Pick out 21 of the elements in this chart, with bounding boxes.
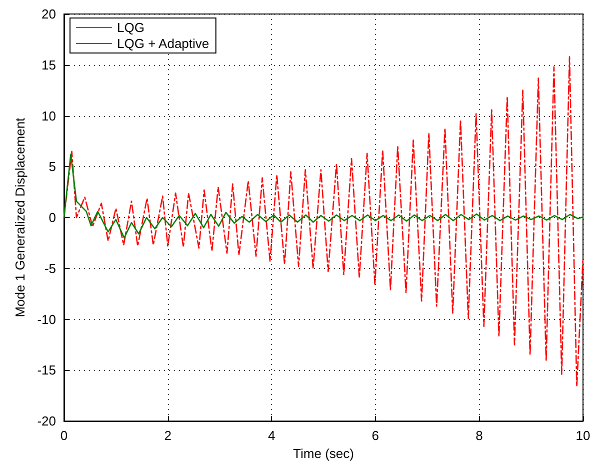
y-tick-label: 15 <box>42 57 56 72</box>
y-axis-title: Mode 1 Generalized Displacement <box>12 117 28 318</box>
line-series <box>63 154 584 239</box>
legend-label: LQG <box>117 20 144 35</box>
y-tick-label: 0 <box>48 210 56 226</box>
x-tick-label: 10 <box>576 428 590 444</box>
x-axis-title: Time (sec) <box>293 446 354 461</box>
y-tick-label: 5 <box>48 159 56 174</box>
x-tick-label: 2 <box>164 428 172 444</box>
y-tick-label: -15 <box>37 362 56 378</box>
legend-label: LQG + Adaptive <box>117 36 210 51</box>
x-tick-label: 0 <box>60 428 68 444</box>
y-tick-label: -10 <box>37 312 56 327</box>
y-tick-label: -20 <box>37 414 56 429</box>
x-tick-label: 8 <box>476 428 483 444</box>
x-tick-label: 4 <box>268 428 276 444</box>
x-tick-label: 6 <box>372 428 380 444</box>
y-tick-label: -5 <box>44 260 56 276</box>
line-series <box>63 56 584 388</box>
y-tick-label: 10 <box>42 108 56 124</box>
y-tick-label: 20 <box>42 6 56 22</box>
